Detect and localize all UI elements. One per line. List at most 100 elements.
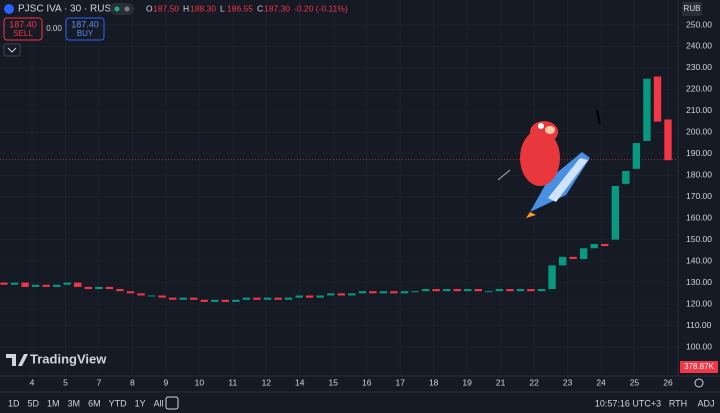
x-tick-label: 23: [563, 377, 573, 387]
candle-body: [464, 289, 472, 292]
buy-price: 187.40: [71, 19, 99, 29]
candle-body: [579, 248, 588, 259]
x-tick-label: 26: [663, 377, 673, 387]
ohlc-value: 187.50: [153, 3, 179, 13]
x-tick-label: 21: [496, 377, 506, 387]
candle-body: [116, 289, 124, 292]
collapse-icon: [7, 47, 17, 53]
candle-body: [232, 299, 240, 302]
candle-body: [537, 289, 546, 292]
candle-body: [316, 295, 324, 298]
candle-body: [348, 293, 356, 296]
candle-body: [31, 284, 40, 287]
candle-body: [221, 299, 230, 302]
y-tick-label: 160.00: [686, 212, 712, 222]
candle-body: [42, 284, 50, 287]
candle-body: [653, 76, 662, 122]
candle-body: [442, 289, 451, 292]
symbol[interactable]: PJSC IVA · 30 · RUS: [18, 4, 112, 15]
range-button[interactable]: 6M: [88, 398, 101, 408]
candle-body: [411, 291, 419, 293]
range-button[interactable]: 1M: [47, 398, 60, 408]
watermark-logo: [6, 354, 28, 366]
x-tick-label: 4: [30, 377, 35, 387]
candle-body: [305, 295, 314, 298]
candle-body: [569, 256, 577, 259]
candle-body: [179, 297, 187, 300]
ohlc-key: L: [220, 3, 225, 13]
currency: RUB: [684, 4, 701, 13]
candle-body: [421, 289, 430, 292]
ohlc-key: O: [146, 3, 153, 13]
y-tick-label: 220.00: [686, 84, 712, 94]
candle-body: [253, 297, 261, 300]
x-tick-label: 17: [395, 377, 405, 387]
buy-label: BUY: [77, 29, 94, 38]
y-tick-label: 180.00: [686, 170, 712, 180]
candle-body: [516, 289, 525, 292]
y-tick-label: 200.00: [686, 127, 712, 137]
ohlc-value: 187.30: [264, 3, 290, 13]
candle-body: [63, 282, 71, 285]
candle-body: [495, 289, 504, 292]
candle-body: [126, 291, 135, 294]
candle-body: [211, 299, 219, 302]
collapse-button[interactable]: [3, 43, 21, 57]
y-tick-label: 120.00: [686, 298, 712, 308]
range-button[interactable]: 5D: [28, 398, 40, 408]
candle-body: [274, 297, 282, 300]
y-tick-label: 240.00: [686, 41, 712, 51]
x-tick-label: 24: [596, 377, 606, 387]
candle-body: [158, 295, 166, 298]
sell-label: SELL: [13, 29, 33, 38]
ohlc-value: 188.30: [190, 3, 216, 13]
candle-body: [137, 293, 145, 296]
y-tick-label: 150.00: [686, 234, 712, 244]
spread: 0.00: [46, 24, 62, 33]
candle-body: [10, 282, 19, 285]
x-tick-label: 16: [362, 377, 372, 387]
candle-body: [327, 293, 335, 296]
x-tick-label: 15: [329, 377, 339, 387]
mascot: [497, 109, 601, 218]
session[interactable]: RTH: [669, 398, 687, 408]
y-tick-label: 230.00: [686, 62, 712, 72]
y-tick-label: 100.00: [686, 341, 712, 351]
range-button[interactable]: 3M: [68, 398, 81, 408]
y-tick-label: 110.00: [686, 320, 712, 330]
candle-body: [284, 297, 293, 300]
y-tick-label: 140.00: [686, 255, 712, 265]
candle-body: [400, 291, 409, 294]
settings-icon[interactable]: [694, 378, 704, 388]
range-button[interactable]: 1Y: [135, 398, 146, 408]
status-dot: [114, 6, 120, 12]
candle-body: [0, 282, 8, 285]
candle-body: [506, 289, 514, 292]
candle-body: [21, 282, 29, 287]
volume-label: 378.87K: [684, 362, 714, 371]
ohlc-key: H: [183, 3, 189, 13]
candle-body: [622, 170, 630, 184]
range-button[interactable]: 1D: [8, 398, 20, 408]
candle-body: [168, 297, 177, 300]
status-dot: [124, 6, 130, 12]
x-tick-label: 12: [262, 377, 272, 387]
x-tick-label: 14: [295, 377, 305, 387]
candle-body: [548, 265, 556, 290]
x-tick-label: 25: [630, 377, 640, 387]
candle-body: [147, 295, 156, 297]
currency-badge[interactable]: [682, 2, 702, 16]
adjust[interactable]: ADJ: [697, 398, 714, 408]
ohlc-value: 186.55: [227, 3, 253, 13]
date-range-icon[interactable]: [165, 396, 179, 410]
candle-body: [337, 293, 345, 296]
buy-button[interactable]: [65, 17, 105, 41]
sell-button[interactable]: [3, 17, 43, 41]
candle-body: [601, 243, 609, 247]
y-tick-label: 190.00: [686, 148, 712, 158]
range-button[interactable]: All: [154, 398, 164, 408]
x-tick-label: 5: [63, 377, 68, 387]
range-button[interactable]: YTD: [109, 398, 128, 408]
